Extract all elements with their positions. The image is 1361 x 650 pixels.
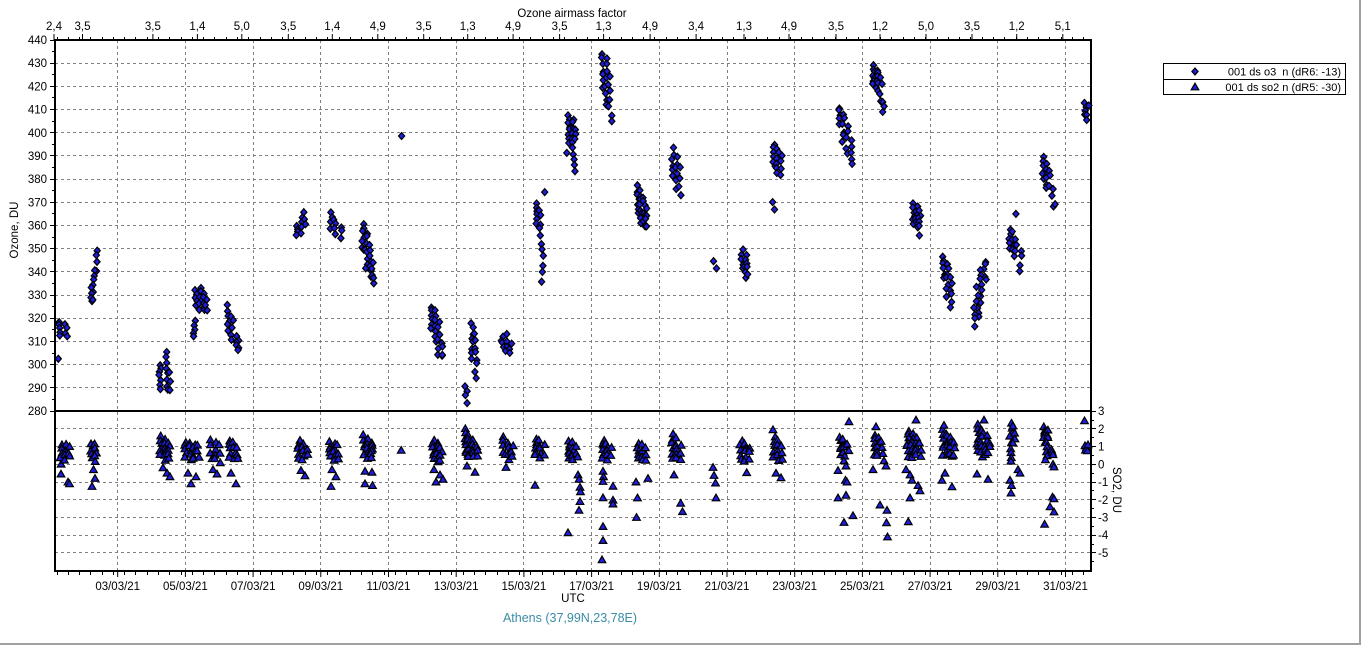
svg-text:Ozone, DU: Ozone, DU bbox=[9, 202, 21, 259]
svg-text:13/03/21: 13/03/21 bbox=[434, 581, 479, 593]
svg-text:17/03/21: 17/03/21 bbox=[569, 581, 614, 593]
svg-text:1: 1 bbox=[1098, 442, 1104, 454]
svg-text:3: 3 bbox=[1098, 406, 1104, 418]
svg-text:3,5: 3,5 bbox=[828, 21, 844, 33]
svg-text:420: 420 bbox=[28, 81, 47, 93]
svg-text:27/03/21: 27/03/21 bbox=[908, 581, 953, 593]
svg-text:3,5: 3,5 bbox=[75, 21, 91, 33]
svg-text:4,9: 4,9 bbox=[642, 21, 658, 33]
svg-text:2,4: 2,4 bbox=[46, 21, 63, 33]
svg-text:29/03/21: 29/03/21 bbox=[975, 581, 1020, 593]
svg-text:430: 430 bbox=[28, 58, 47, 70]
svg-text:23/03/21: 23/03/21 bbox=[772, 581, 817, 593]
svg-text:390: 390 bbox=[28, 151, 47, 163]
svg-text:Ozone airmass factor: Ozone airmass factor bbox=[517, 8, 626, 20]
svg-text:1,3: 1,3 bbox=[596, 21, 612, 33]
svg-text:370: 370 bbox=[28, 197, 47, 209]
svg-text:2: 2 bbox=[1098, 424, 1104, 436]
svg-text:1,2: 1,2 bbox=[872, 21, 888, 33]
svg-text:280: 280 bbox=[28, 406, 47, 418]
svg-text:31/03/21: 31/03/21 bbox=[1043, 581, 1088, 593]
svg-text:Athens (37,99N,23,78E): Athens (37,99N,23,78E) bbox=[503, 611, 637, 625]
svg-text:5,0: 5,0 bbox=[918, 21, 934, 33]
svg-text:4,9: 4,9 bbox=[781, 21, 797, 33]
svg-text:1,4: 1,4 bbox=[189, 21, 206, 33]
svg-text:440: 440 bbox=[28, 35, 47, 47]
svg-text:05/03/21: 05/03/21 bbox=[163, 581, 208, 593]
svg-text:25/03/21: 25/03/21 bbox=[840, 581, 885, 593]
svg-text:1,4: 1,4 bbox=[324, 21, 341, 33]
svg-text:5,1: 5,1 bbox=[1055, 21, 1071, 33]
svg-text:-1: -1 bbox=[1098, 477, 1108, 489]
svg-text:SO2, DU: SO2, DU bbox=[1110, 467, 1122, 513]
svg-text:07/03/21: 07/03/21 bbox=[231, 581, 276, 593]
svg-text:3,5: 3,5 bbox=[416, 21, 432, 33]
svg-text:290: 290 bbox=[28, 383, 47, 395]
svg-text:3,5: 3,5 bbox=[145, 21, 161, 33]
svg-text:380: 380 bbox=[28, 174, 47, 186]
svg-text:1,3: 1,3 bbox=[736, 21, 752, 33]
svg-text:1,3: 1,3 bbox=[460, 21, 476, 33]
svg-text:340: 340 bbox=[28, 267, 47, 279]
svg-text:-4: -4 bbox=[1098, 530, 1109, 542]
svg-text:001 ds o3 n (dR6: -13): 001 ds o3 n (dR6: -13) bbox=[1228, 67, 1341, 79]
svg-text:320: 320 bbox=[28, 313, 47, 325]
svg-text:3,5: 3,5 bbox=[552, 21, 568, 33]
svg-text:400: 400 bbox=[28, 128, 47, 140]
svg-text:3,5: 3,5 bbox=[280, 21, 296, 33]
svg-text:11/03/21: 11/03/21 bbox=[367, 581, 411, 593]
svg-text:300: 300 bbox=[28, 360, 47, 372]
svg-text:001 ds so2 n (dR5: -30): 001 ds so2 n (dR5: -30) bbox=[1225, 82, 1341, 94]
svg-text:350: 350 bbox=[28, 244, 47, 256]
svg-text:330: 330 bbox=[28, 290, 47, 302]
svg-text:360: 360 bbox=[28, 221, 47, 233]
svg-text:1,2: 1,2 bbox=[1009, 21, 1025, 33]
svg-text:15/03/21: 15/03/21 bbox=[502, 581, 547, 593]
svg-text:-3: -3 bbox=[1098, 513, 1108, 525]
svg-text:0: 0 bbox=[1098, 459, 1104, 471]
svg-text:3,4: 3,4 bbox=[688, 21, 705, 33]
svg-text:-5: -5 bbox=[1098, 548, 1108, 560]
svg-text:UTC: UTC bbox=[561, 593, 585, 605]
svg-text:-2: -2 bbox=[1098, 495, 1108, 507]
svg-text:21/03/21: 21/03/21 bbox=[705, 581, 750, 593]
svg-text:5,0: 5,0 bbox=[234, 21, 250, 33]
svg-text:09/03/21: 09/03/21 bbox=[298, 581, 343, 593]
svg-text:03/03/21: 03/03/21 bbox=[95, 581, 140, 593]
svg-text:310: 310 bbox=[28, 336, 47, 348]
svg-text:4,9: 4,9 bbox=[370, 21, 386, 33]
svg-text:3,5: 3,5 bbox=[964, 21, 980, 33]
svg-text:4,9: 4,9 bbox=[505, 21, 521, 33]
svg-text:410: 410 bbox=[28, 105, 47, 117]
svg-text:19/03/21: 19/03/21 bbox=[637, 581, 682, 593]
